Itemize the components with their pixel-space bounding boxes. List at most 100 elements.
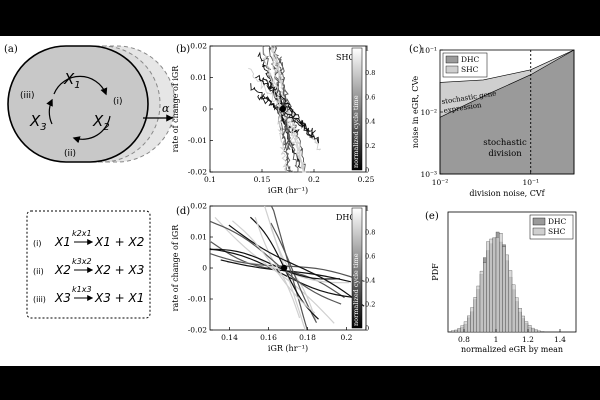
legend-swatch [445,65,459,74]
cell-type-tag: SHC [336,53,355,62]
figure-canvas: (a) X1 X2 X3 (i) (ii) (iii) α (i) X1k2x1X… [4,42,577,354]
y-tick-label: -0.02 [188,168,207,177]
panel-label-d: (d) [176,206,190,217]
colorbar-tick-label: 0.2 [365,142,375,150]
cycle-arrow-top [53,75,108,96]
histogram-bar-shc [534,329,538,333]
cycle-arrow-left [46,98,53,125]
legend-swatch [532,217,546,226]
reaction-rate: k2x1 [72,229,92,238]
x-axis-label: normalized eGR by mean [461,345,563,354]
histogram-bar-shc [483,262,487,333]
trajectory-line [262,77,316,136]
reaction-lhs: X2 [54,263,71,277]
histogram-bar-shc [467,315,471,333]
legend-entry: SHC [548,227,566,236]
colorbar [351,47,363,171]
reaction-label: (ii) [33,267,44,276]
y-tick-label: -0.02 [188,326,207,335]
histogram-bar-shc [486,241,490,333]
trajectory-line [250,83,319,144]
trajectory-line [269,45,310,173]
histogram-bar-shc [499,233,503,333]
y-tick-label: 0.01 [190,73,207,82]
histogram-bar-shc [454,329,458,333]
colorbar-label: normalized cycle time [352,95,360,168]
trajectory-line [269,45,288,173]
alpha-label: α [162,102,170,115]
histogram-bar-shc [447,331,452,333]
panel-label-a: (a) [4,44,18,55]
colorbar-tick-label: 0 [365,325,369,333]
legend-entry: DHC [461,55,480,64]
colorbar-tick-label: 1 [365,205,369,213]
reaction-lhs: X3 [54,291,71,305]
histogram-bar-shc [531,327,535,333]
cell-type-tag: DHC [336,213,356,222]
histogram-bar-shc [505,254,509,333]
species-x2: X2 [92,112,110,133]
x-tick-label: 0.8 [458,335,470,344]
reaction-rhs: X2 + X3 [94,263,144,277]
histogram-bar-shc [502,246,506,333]
x-tick-label: 0.14 [221,333,238,342]
colorbar-label: normalized cycle time [352,253,360,326]
histogram-bar-shc [473,297,477,333]
y-tick-label: -0.01 [188,295,207,304]
colorbar-tick-label: 0.6 [365,253,375,261]
panel-d-chart: DHC 0.14 0.16 0.18 0.2 0.02 0.01 0 -0.01 -0.02 iGR… [171,202,375,354]
histogram-bar-shc [479,270,484,333]
histogram-bar-shc [470,307,474,333]
reaction-label: (i) [33,239,41,248]
histogram-bar-shc [527,325,532,333]
x-tick-label: 1.2 [522,335,534,344]
reaction-rhs: X1 + X2 [94,235,144,249]
cell-diagram: X1 X2 X3 (i) (ii) (iii) α [7,45,176,163]
trajectory-line [232,220,316,314]
histogram-bar-shc [492,237,497,333]
histogram-bar-shc [457,328,461,333]
colorbar-tick-label: 1 [365,45,369,53]
histogram-bar-shc [511,284,516,333]
colorbar-tick-label: 0.4 [365,118,375,126]
figure: (a) X1 X2 X3 (i) (ii) (iii) α (i) X1 k2x1 X… [0,36,600,366]
colorbar [351,207,363,329]
y-tick-label: -0.01 [188,136,207,145]
x-tick-label: 0.25 [358,175,375,184]
x-axis-label: iGR (hr⁻¹) [268,344,308,353]
trajectory-line [228,224,365,307]
x-tick-label: 0.2 [308,175,320,184]
reaction-rate: k1x3 [72,285,92,294]
colorbar-tick-label: 0.2 [365,301,375,309]
y-tick-label: 0 [202,264,207,273]
histogram-bar-shc [515,297,519,333]
x-tick-label: 10⁻¹ [522,178,539,187]
panel-b-chart: SHC 0.1 0.15 0.2 0.25 0.02 0.01 0 -0.01 -0.02 iGR … [171,42,375,196]
x-tick-label: 0.2 [341,333,353,342]
x-tick-label: 1 [494,335,499,344]
y-tick-label: 0.02 [190,202,207,211]
histogram-bar-shc [489,238,493,333]
y-tick-label: 0.02 [190,42,207,51]
colorbar-tick-label: 0.8 [365,69,375,77]
trajectories [248,45,322,173]
colorbar-tick-label: 0.4 [365,277,375,285]
histogram-bar-shc [451,330,455,333]
legend-entry: DHC [548,217,567,226]
trajectory-line [262,52,306,173]
y-tick-label: 0 [202,105,207,114]
x-axis-label: division noise, CVf [469,189,545,198]
reaction-lhs: X1 [54,235,71,249]
reaction-rate: k3x2 [72,257,92,266]
legend-entry: SHC [461,65,479,74]
histogram [447,231,545,333]
cell-body [7,45,149,163]
trajectory-line [254,217,301,319]
